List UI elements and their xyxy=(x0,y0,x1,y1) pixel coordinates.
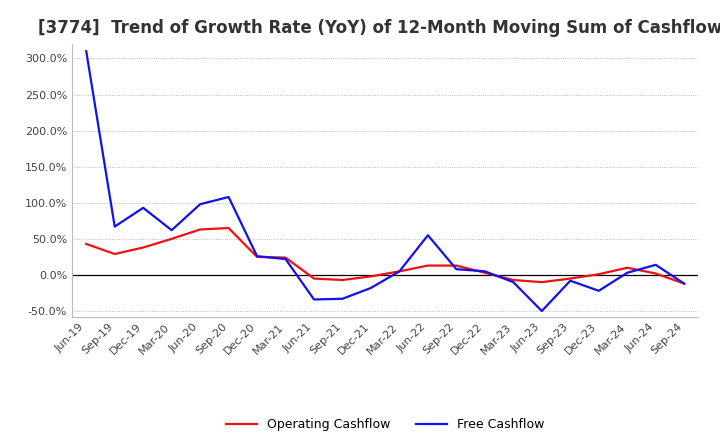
Operating Cashflow xyxy=(595,271,603,277)
Operating Cashflow xyxy=(652,271,660,276)
Operating Cashflow xyxy=(366,274,375,279)
Operating Cashflow xyxy=(680,281,688,286)
Operating Cashflow xyxy=(423,263,432,268)
Free Cashflow xyxy=(395,269,404,274)
Operating Cashflow xyxy=(253,254,261,260)
Legend: Operating Cashflow, Free Cashflow: Operating Cashflow, Free Cashflow xyxy=(221,413,549,436)
Operating Cashflow xyxy=(480,270,489,275)
Free Cashflow xyxy=(623,270,631,275)
Free Cashflow xyxy=(167,227,176,233)
Operating Cashflow xyxy=(82,241,91,246)
Free Cashflow xyxy=(139,205,148,210)
Operating Cashflow xyxy=(395,269,404,274)
Free Cashflow xyxy=(253,253,261,259)
Free Cashflow xyxy=(452,267,461,272)
Operating Cashflow xyxy=(225,225,233,231)
Free Cashflow xyxy=(366,285,375,290)
Operating Cashflow xyxy=(537,279,546,285)
Free Cashflow xyxy=(595,288,603,293)
Operating Cashflow xyxy=(623,265,631,270)
Operating Cashflow xyxy=(452,263,461,268)
Operating Cashflow xyxy=(338,277,347,282)
Operating Cashflow xyxy=(110,251,119,257)
Free Cashflow xyxy=(509,279,518,285)
Operating Cashflow xyxy=(167,236,176,242)
Free Cashflow xyxy=(282,257,290,262)
Line: Operating Cashflow: Operating Cashflow xyxy=(86,228,684,284)
Free Cashflow xyxy=(566,278,575,283)
Title: [3774]  Trend of Growth Rate (YoY) of 12-Month Moving Sum of Cashflows: [3774] Trend of Growth Rate (YoY) of 12-… xyxy=(38,19,720,37)
Free Cashflow xyxy=(196,202,204,207)
Line: Free Cashflow: Free Cashflow xyxy=(86,51,684,311)
Free Cashflow xyxy=(82,48,91,54)
Free Cashflow xyxy=(310,297,318,302)
Free Cashflow xyxy=(680,281,688,286)
Operating Cashflow xyxy=(310,276,318,281)
Free Cashflow xyxy=(225,194,233,200)
Operating Cashflow xyxy=(139,245,148,250)
Free Cashflow xyxy=(652,262,660,268)
Operating Cashflow xyxy=(282,255,290,260)
Free Cashflow xyxy=(537,308,546,314)
Operating Cashflow xyxy=(196,227,204,232)
Free Cashflow xyxy=(423,233,432,238)
Free Cashflow xyxy=(480,269,489,274)
Operating Cashflow xyxy=(509,277,518,282)
Operating Cashflow xyxy=(566,276,575,281)
Free Cashflow xyxy=(110,224,119,229)
Free Cashflow xyxy=(338,296,347,301)
